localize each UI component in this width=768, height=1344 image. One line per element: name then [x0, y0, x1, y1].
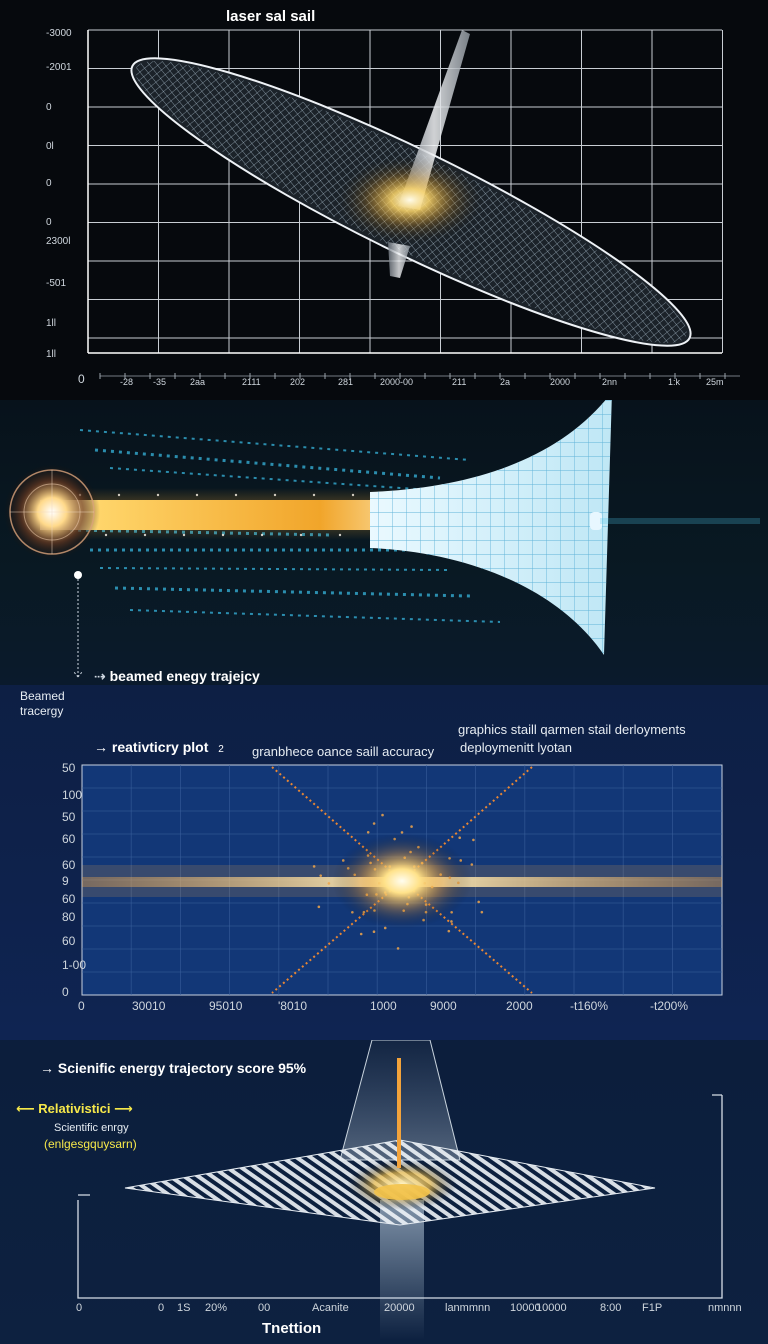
- y-tick-label: 1ll: [46, 349, 57, 360]
- trajectory-line: [271, 880, 403, 994]
- y-tick-label: -501: [46, 278, 67, 289]
- sail-chart-panel: laser sal sail -3000 -2001 0 0l 0 0 2300l -501 1…: [0, 0, 768, 400]
- plot-y-tick: 1-00: [62, 958, 87, 972]
- subtitle-right: deploymenitt lyotan: [460, 740, 573, 755]
- trajectory-line: [271, 766, 403, 882]
- bottom-x-tick: 10000: [536, 1302, 567, 1314]
- energy-burst: [332, 833, 472, 929]
- x-tick-label: -35: [153, 377, 167, 387]
- top-right-caption: graphics staill qarmen stail derloyments: [458, 722, 686, 737]
- x-tick-label: 2a: [500, 377, 511, 387]
- x-tick-label: 2nn: [602, 377, 618, 387]
- plot-x-tick: 30010: [132, 999, 166, 1013]
- score-headline: → Scienific energy trajectory score 95%: [40, 1060, 307, 1076]
- plot-x-tick: 0: [78, 999, 85, 1013]
- x-tick-label: 202: [290, 377, 306, 387]
- x-tick-label: 2000-00: [380, 377, 414, 387]
- plot-x-tick: '8010: [278, 999, 307, 1013]
- y-tick-label: 0: [46, 102, 52, 113]
- plot-y-tick: 60: [62, 858, 76, 872]
- x-tick-label: 2000: [550, 377, 571, 387]
- x-tick-label: 2aa: [190, 377, 206, 387]
- y-tick-label: -2001: [46, 62, 72, 73]
- plot-y-tick: 80: [62, 910, 76, 924]
- plot-y-tick: 50: [62, 761, 76, 775]
- bottom-x-tick: 20000: [384, 1302, 415, 1314]
- trajectory-needle: [397, 1058, 401, 1168]
- bottom-x-tick: 0: [76, 1302, 83, 1314]
- cyan-streak: [99, 567, 451, 571]
- bottom-x-tick: F1P: [642, 1302, 663, 1314]
- cyan-streak: [94, 448, 441, 480]
- x-tick-label: 25m: [706, 377, 724, 387]
- trajectory-graphic: [77, 1040, 723, 1340]
- plot-x-tick: 95010: [209, 999, 243, 1013]
- bottom-x-label: Tnettion: [262, 1320, 322, 1337]
- x-origin-label: 0: [78, 372, 85, 386]
- cyan-streak: [109, 467, 431, 491]
- beam-graphic: [4, 400, 760, 678]
- sail-chart-graphic: [87, 29, 740, 379]
- cyan-streak: [114, 586, 471, 598]
- sail-glow: [335, 155, 485, 245]
- bottom-x-tick: 20%: [205, 1302, 228, 1314]
- plot-x-tick: -t160%: [570, 999, 609, 1013]
- plot-x-tick: 9000: [430, 999, 457, 1013]
- x-tick-label: 1:k: [668, 377, 681, 387]
- relativity-plot-graphic: [81, 764, 723, 996]
- x-tick-label: 2111: [242, 377, 261, 387]
- x-tick-label: 211: [452, 377, 467, 387]
- beamed-energy-panel: ⇢ beamed enegy trajejcy: [0, 400, 768, 685]
- y-tick-label: 0: [46, 217, 52, 228]
- chart-title: laser sal sail: [226, 8, 316, 25]
- bottom-x-tick: 00: [258, 1302, 271, 1314]
- trajectory-score-panel: → Scienific energy trajectory score 95% …: [0, 1040, 768, 1344]
- cyan-streak: [79, 429, 471, 461]
- y-tick-label: 1ll: [46, 318, 57, 329]
- plot-y-tick: 60: [62, 832, 76, 846]
- subtitle-left: granbhece oance saill accuracy: [252, 744, 435, 759]
- bottom-x-tick: nmnnn: [708, 1302, 742, 1314]
- plot-x-tick: -t200%: [650, 999, 689, 1013]
- plot-y-tick: 100: [62, 788, 83, 802]
- plot-y-tick: 0: [62, 985, 69, 999]
- bottom-x-tick: lanmmnn: [445, 1302, 491, 1314]
- probe-tail: [388, 242, 410, 278]
- beamed-energy-label: ⇢ beamed enegy trajejcy: [94, 668, 260, 684]
- plot-y-tick: 60: [62, 934, 76, 948]
- bottom-x-tick: 0: [158, 1302, 165, 1314]
- relativity-plot-panel: Beamed tracergy → reativticry plot 2 gra…: [0, 685, 768, 1040]
- bottom-x-tick: 10000: [510, 1302, 541, 1314]
- x-tick-label: 281: [338, 377, 354, 387]
- y-tick-label: 0: [46, 178, 52, 189]
- plot-y-tick: 60: [62, 892, 76, 906]
- cyan-streak: [129, 609, 501, 623]
- x-tick-label: -28: [120, 377, 134, 387]
- light-sail: [370, 400, 760, 655]
- trajectory-line: [401, 880, 533, 994]
- relativistic-label: ⟵ Relativistici ⟶: [16, 1101, 133, 1116]
- bottom-x-tick: 1S: [177, 1302, 191, 1314]
- scientific-sublabel: (enlgesgquysarn): [44, 1137, 137, 1151]
- bottom-x-tick: 8:00: [600, 1302, 622, 1314]
- plot-x-tick: 2000: [506, 999, 533, 1013]
- relativity-plot-label: → reativticry plot 2: [94, 739, 224, 755]
- y-tick-label: -3000: [46, 28, 72, 39]
- y-tick-label: 2300l: [46, 236, 71, 247]
- plot-y-tick: 9: [62, 874, 69, 888]
- y-tick-label: 0l: [46, 141, 54, 152]
- beamed-side-label: Beamed tracergy: [20, 689, 65, 718]
- bottom-x-tick: Acanite: [312, 1302, 349, 1314]
- pointer-dot: [74, 571, 82, 579]
- plot-y-tick: 50: [62, 810, 76, 824]
- plot-x-tick: 1000: [370, 999, 397, 1013]
- scientific-label: Scientific enrgy: [54, 1122, 129, 1134]
- trajectory-line: [401, 766, 533, 882]
